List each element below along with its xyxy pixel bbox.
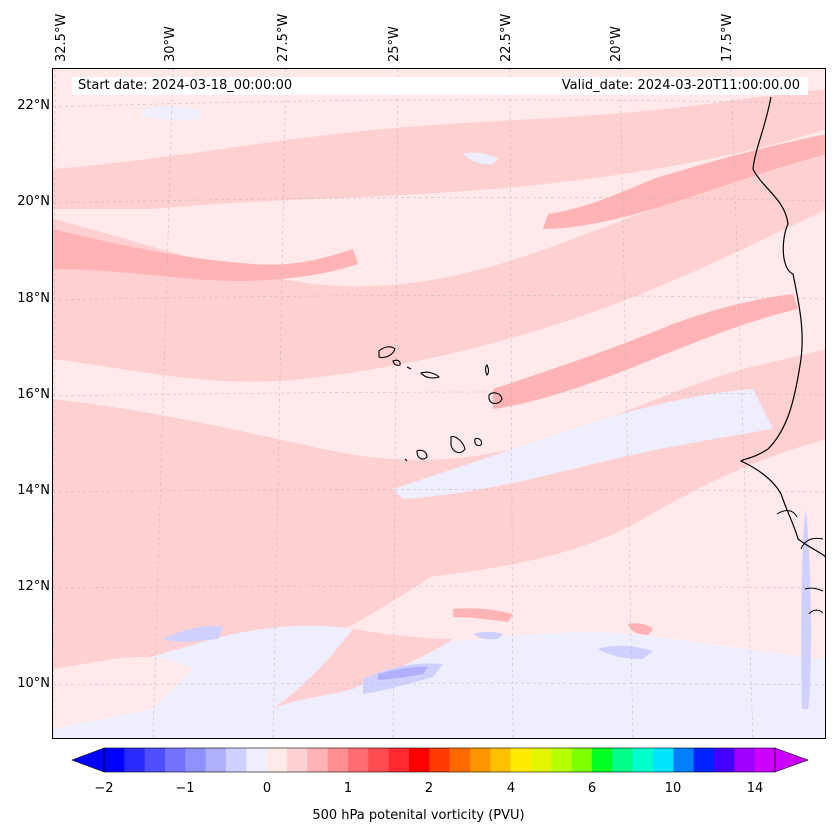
colorbar-segment bbox=[144, 748, 166, 772]
colorbar-segment bbox=[693, 748, 715, 772]
pv-map bbox=[52, 68, 826, 739]
date-banner: Start date: 2024-03-18_00:00:00 Valid_da… bbox=[72, 77, 808, 95]
lat-label: 22°N bbox=[17, 98, 50, 113]
colorbar-segment bbox=[734, 748, 756, 772]
colorbar-max-arrow bbox=[774, 747, 809, 773]
colorbar-segment bbox=[287, 748, 308, 772]
lon-label: 27.5°W bbox=[276, 13, 291, 62]
colorbar-segment bbox=[551, 748, 573, 772]
colorbar-segment bbox=[409, 748, 430, 772]
colorbar bbox=[71, 747, 809, 773]
colorbar-segment bbox=[571, 748, 593, 772]
lon-label: 25°W bbox=[387, 26, 402, 62]
colorbar-segment bbox=[205, 748, 227, 772]
lat-label: 20°N bbox=[17, 194, 50, 209]
pv-contour-field bbox=[53, 69, 825, 738]
colorbar-segment bbox=[612, 748, 634, 772]
lon-label: 30°W bbox=[163, 26, 178, 62]
colorbar-segment bbox=[226, 748, 247, 772]
lon-label: 32.5°W bbox=[54, 13, 69, 62]
colorbar-tick: 0 bbox=[262, 781, 272, 796]
colorbar-segment bbox=[185, 748, 207, 772]
colorbar-segment bbox=[754, 748, 776, 772]
colorbar-segment bbox=[124, 748, 146, 772]
colorbar-segment bbox=[510, 748, 532, 772]
colorbar-tick: 6 bbox=[587, 781, 597, 796]
colorbar-segment bbox=[470, 748, 491, 772]
colorbar-tick: 14 bbox=[746, 781, 764, 796]
lat-label: 12°N bbox=[17, 579, 50, 594]
colorbar-segment bbox=[104, 748, 125, 772]
colorbar-segment bbox=[714, 748, 735, 772]
lon-label: 22.5°W bbox=[499, 13, 514, 62]
colorbar-segment bbox=[449, 748, 471, 772]
valid-date-label: Valid_date: 2024-03-20T11:00:00.00 bbox=[561, 78, 800, 93]
colorbar-segment bbox=[388, 748, 410, 772]
colorbar-segment bbox=[368, 748, 390, 772]
colorbar-tick: −2 bbox=[94, 781, 114, 796]
colorbar-tick: 1 bbox=[343, 781, 353, 796]
colorbar-min-arrow bbox=[71, 747, 105, 773]
colorbar-segment bbox=[327, 748, 349, 772]
colorbar-segment bbox=[531, 748, 552, 772]
colorbar-label: 500 hPa potenital vorticity (PVU) bbox=[312, 808, 525, 823]
lon-label: 17.5°W bbox=[720, 13, 735, 62]
start-date-label: Start date: 2024-03-18_00:00:00 bbox=[78, 78, 293, 93]
colorbar-tick: 10 bbox=[664, 781, 682, 796]
colorbar-segment bbox=[246, 748, 268, 772]
colorbar-segment bbox=[653, 748, 674, 772]
colorbar-segment bbox=[429, 748, 451, 772]
colorbar-tick: −1 bbox=[175, 781, 195, 796]
colorbar-segment bbox=[348, 748, 369, 772]
colorbar-segment bbox=[165, 748, 186, 772]
colorbar-tick: 4 bbox=[506, 781, 516, 796]
lat-label: 10°N bbox=[17, 676, 50, 691]
lat-label: 14°N bbox=[17, 483, 50, 498]
lon-label: 20°W bbox=[609, 26, 624, 62]
lat-label: 16°N bbox=[17, 387, 50, 402]
colorbar-segment bbox=[632, 748, 654, 772]
colorbar-segment bbox=[307, 748, 329, 772]
lat-label: 18°N bbox=[17, 291, 50, 306]
colorbar-outline bbox=[103, 747, 776, 773]
colorbar-tick: 2 bbox=[424, 781, 434, 796]
colorbar-segment bbox=[490, 748, 512, 772]
colorbar-segment bbox=[266, 748, 288, 772]
colorbar-segment bbox=[592, 748, 613, 772]
colorbar-segment bbox=[673, 748, 695, 772]
